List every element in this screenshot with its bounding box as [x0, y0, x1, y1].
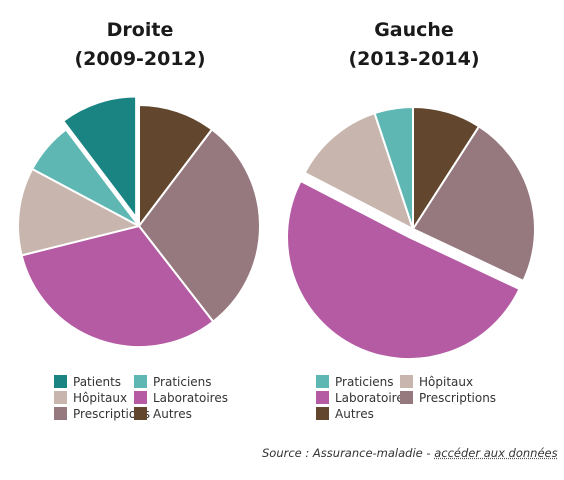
legend-label: Praticiens: [335, 375, 394, 389]
chart-title-right-line1: Gauche: [374, 19, 454, 41]
legend-swatch: [316, 375, 329, 388]
legend-item-right-laboratoires: Laboratoires: [316, 391, 410, 405]
legend-item-right-autres: Autres: [316, 407, 374, 421]
pie-slice-right-prescriptions: [412, 125, 536, 282]
legend-label: Praticiens: [153, 375, 212, 389]
legend-swatch: [134, 407, 147, 420]
pie-slice-right-hopitaux: [303, 112, 414, 230]
pie-slice-left-praticiens: [31, 128, 140, 227]
legend-label: Patients: [73, 375, 122, 389]
legend-item-left-praticiens: Praticiens: [134, 375, 212, 389]
legend-label: Laboratoires: [153, 391, 228, 405]
legend-label: Autres: [335, 407, 374, 421]
legend-swatch: [400, 375, 413, 388]
legend-swatch: [54, 391, 67, 404]
legend-swatch: [134, 375, 147, 388]
chart-title-right-line2: (2013-2014): [348, 48, 480, 70]
chart-title-right: Gauche (2013-2014): [314, 16, 514, 74]
legend-item-right-praticiens: Praticiens: [316, 375, 394, 389]
pie-slice-right-laboratoires: [286, 180, 521, 361]
legend-swatch: [134, 391, 147, 404]
pie-slice-left-laboratoires: [20, 225, 215, 348]
pie-slice-left-patients: [62, 95, 138, 219]
legend-item-left-autres: Autres: [134, 407, 192, 421]
legend-item-left-laboratoires: Laboratoires: [134, 391, 228, 405]
legend-item-right-prescriptions: Prescriptions: [400, 391, 496, 405]
legend-label: Prescriptions: [419, 391, 497, 405]
chart-title-left-line1: Droite: [106, 19, 174, 41]
legend-label: Prescriptions: [73, 407, 151, 421]
source-text: Source : Assurance-maladie -: [262, 446, 435, 460]
legend-swatch: [316, 391, 329, 404]
legend-swatch: [400, 391, 413, 404]
legend-label: Hôpitaux: [73, 391, 128, 405]
pie-slice-left-autres: [138, 104, 213, 227]
legend-label: Laboratoires: [335, 391, 410, 405]
pie-slice-left-hopitaux: [17, 168, 140, 257]
legend-swatch: [54, 375, 67, 388]
legend-item-left-prescriptions: Prescriptions: [54, 407, 150, 421]
legend-item-left-hopitaux: Hôpitaux: [54, 391, 127, 405]
pie-slice-right-praticiens: [373, 106, 414, 230]
legend-swatch: [54, 407, 67, 420]
chart-title-left-line2: (2009-2012): [74, 48, 206, 70]
legend-label: Hôpitaux: [419, 375, 474, 389]
source-note: Source : Assurance-maladie - accéder aux…: [262, 446, 558, 460]
source-link[interactable]: accéder aux données: [434, 446, 558, 460]
legend-item-right-hopitaux: Hôpitaux: [400, 375, 473, 389]
pie-slice-left-prescriptions: [138, 128, 261, 323]
legend-swatch: [316, 407, 329, 420]
legend-label: Autres: [153, 407, 192, 421]
legend-item-left-patients: Patients: [54, 375, 121, 389]
chart-title-left: Droite (2009-2012): [40, 16, 240, 74]
